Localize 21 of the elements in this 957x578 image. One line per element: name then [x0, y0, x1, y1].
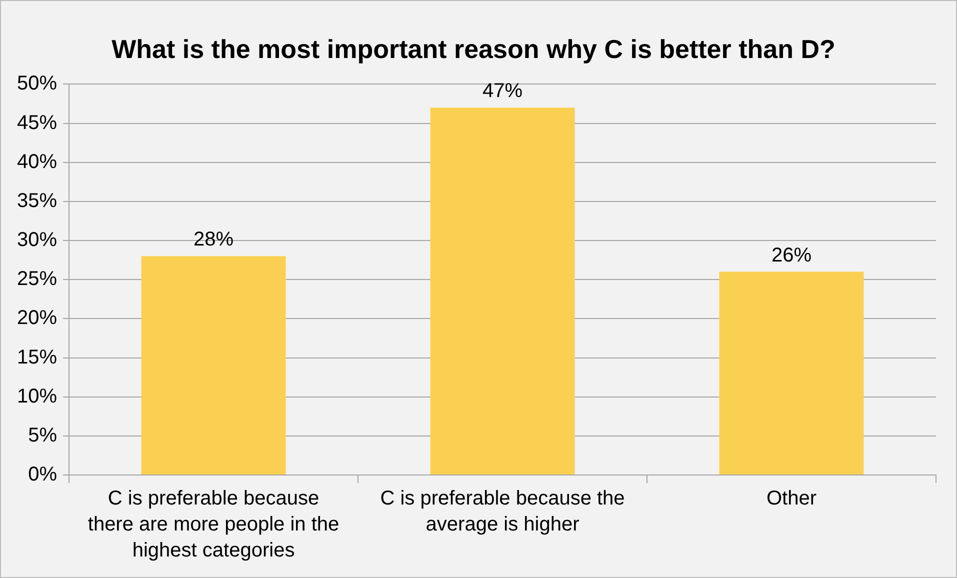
y-tick-label: 40% [17, 150, 58, 173]
x-tick-label: C is preferable because the average is higher [380, 488, 625, 536]
bar [719, 272, 864, 474]
data-label: 26% [771, 244, 812, 266]
chart-title: What is the most important reason why C is better than D? [112, 34, 836, 64]
y-tick-label: 0% [28, 464, 58, 486]
y-tick-label: 50% [17, 72, 58, 95]
x-tick-label: C is preferable because there are more people in the highest categories [88, 488, 340, 562]
y-tick-label: 15% [17, 346, 58, 368]
y-tick-label: 20% [17, 307, 58, 330]
bar [430, 108, 575, 474]
y-tick-label: 45% [17, 112, 58, 134]
y-tick-label: 25% [17, 268, 58, 290]
data-label: 28% [194, 228, 234, 251]
y-tick-label: 5% [28, 424, 58, 446]
y-tick-label: 30% [17, 229, 58, 252]
data-label: 47% [482, 80, 523, 102]
bar [141, 256, 286, 474]
y-tick-label: 10% [17, 385, 58, 408]
x-tick-label: Other [766, 488, 817, 510]
y-tick-label: 35% [17, 190, 58, 212]
